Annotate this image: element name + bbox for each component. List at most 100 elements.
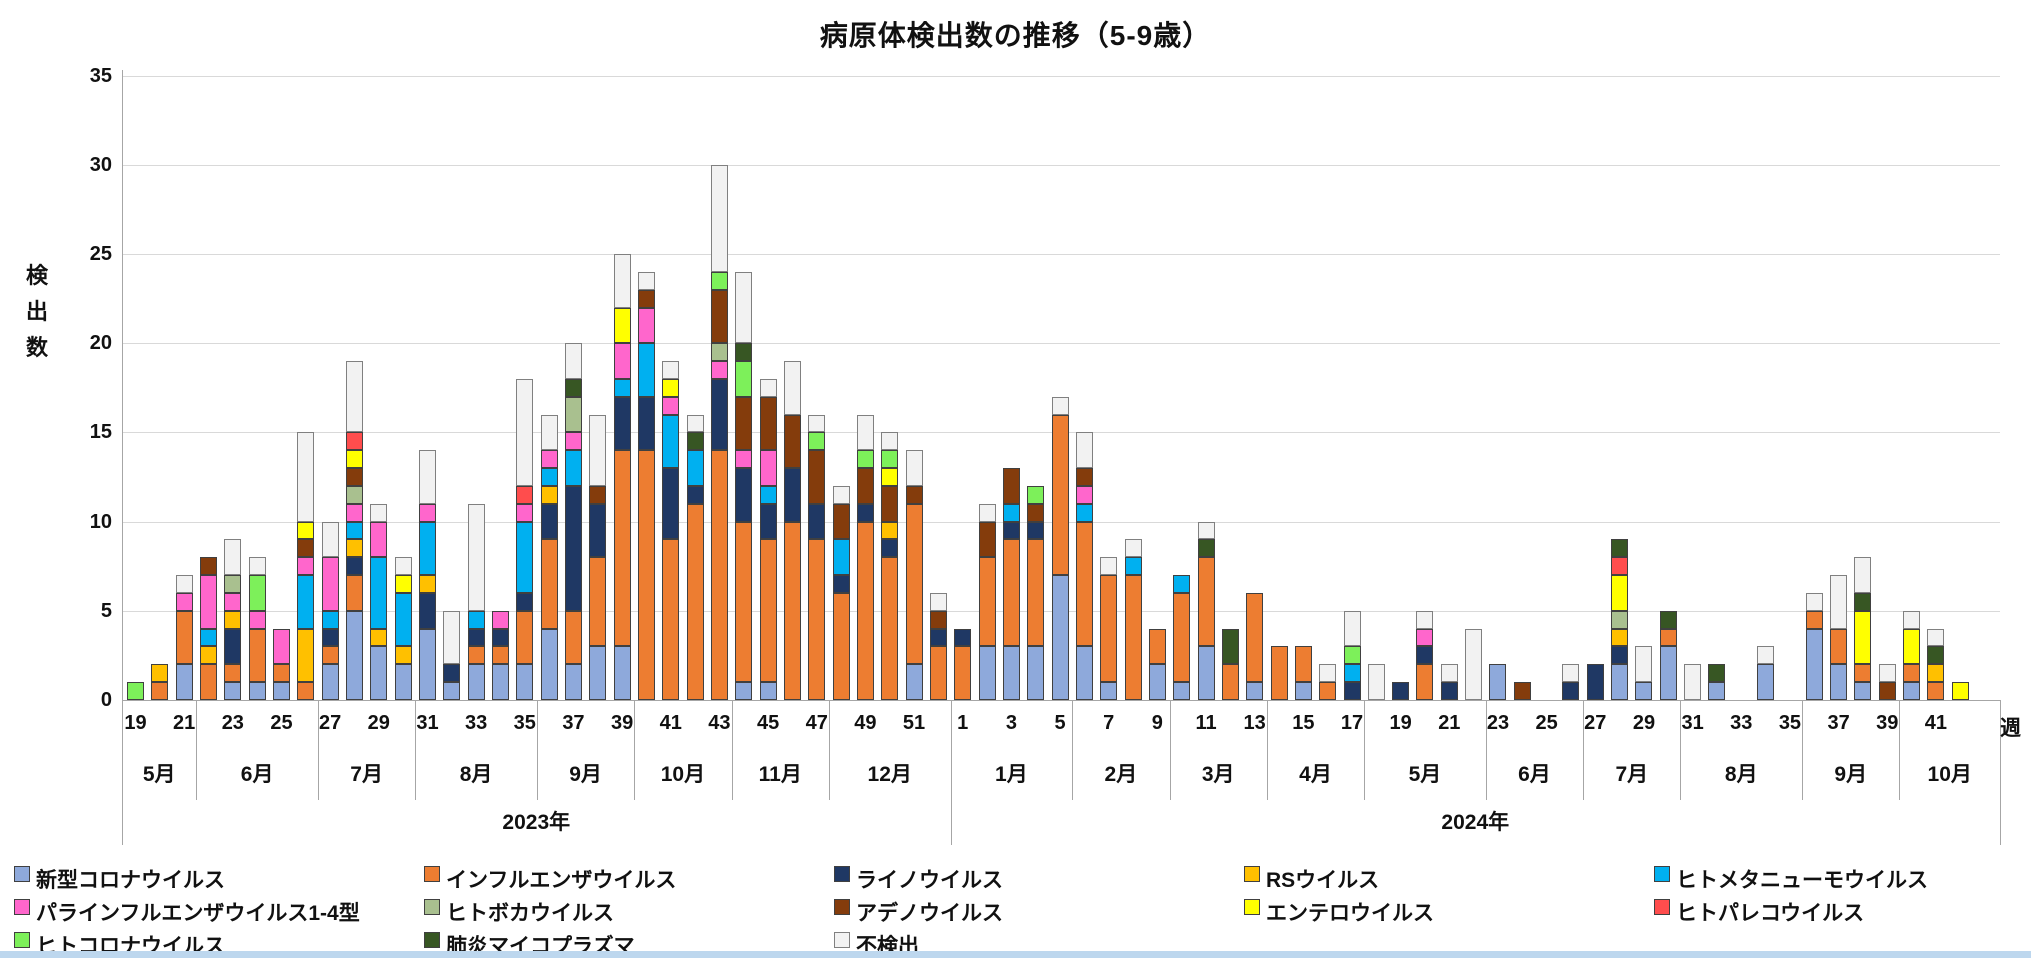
week-tick-label: 33 (464, 712, 488, 734)
week-tick-label: 41 (1924, 712, 1948, 734)
bar-segment (345, 432, 363, 451)
bar-segment (1075, 432, 1093, 469)
legend-label: インフルエンザウイルス (446, 869, 677, 892)
bar-segment (783, 468, 801, 522)
bar-segment (929, 646, 947, 700)
bar-segment (1002, 503, 1020, 522)
week-tick-label: 49 (854, 712, 877, 734)
bar-segment (1927, 664, 1945, 683)
month-label: 2月 (1104, 763, 1138, 786)
bar-segment (199, 646, 217, 665)
bar-segment (905, 503, 923, 665)
bar-segment (856, 450, 874, 469)
bar-segment (1075, 485, 1093, 504)
bar-segment (1927, 682, 1945, 700)
bar-segment (1635, 682, 1653, 700)
bar-segment (516, 521, 534, 593)
bar-segment (1392, 682, 1410, 700)
bar-segment (1221, 628, 1239, 665)
week-tick-label: 11 (1195, 712, 1217, 734)
bar-segment (637, 343, 655, 397)
month-label: 3月 (1201, 763, 1235, 786)
bar-segment (1027, 485, 1045, 504)
year-label: 2023年 (502, 811, 571, 834)
month-divider (415, 700, 417, 800)
bar-segment (1270, 646, 1288, 700)
bar-segment (1611, 610, 1629, 629)
bar-segment (1100, 557, 1118, 576)
bar-segment (1830, 664, 1848, 700)
bar-segment (735, 343, 753, 362)
legend-swatch (834, 899, 850, 915)
week-tick-label: 13 (1243, 712, 1266, 734)
month-divider (196, 700, 198, 800)
bar-segment (345, 361, 363, 433)
bar-segment (418, 628, 436, 700)
bar-segment (1757, 664, 1775, 700)
week-tick-label: 31 (1681, 712, 1704, 734)
bar-segment (905, 485, 923, 504)
bar-segment (1002, 468, 1020, 504)
month-divider (1680, 700, 1682, 800)
bar-segment (394, 592, 412, 647)
week-tick-label: 1 (957, 712, 969, 734)
bar-segment (808, 450, 826, 504)
bar-segment (613, 396, 631, 451)
bar-segment (394, 664, 412, 700)
month-divider (1899, 700, 1901, 800)
bar-segment (1562, 664, 1580, 683)
y-axis-line (122, 70, 123, 700)
bar-segment (832, 592, 850, 700)
bar-segment (686, 450, 704, 486)
month-label: 6月 (1518, 763, 1551, 786)
bar-segment (272, 628, 290, 665)
chart-title: 病原体検出数の推移（5-9歳） (819, 20, 1212, 51)
bar-segment (418, 592, 436, 629)
bar-segment (808, 539, 826, 700)
month-divider (1802, 700, 1804, 800)
bar-segment (1854, 592, 1872, 611)
bar-segment (175, 610, 193, 665)
month-label: 8月 (1724, 763, 1758, 786)
legend-label: ヒトボカウイルス (446, 902, 614, 925)
bar-segment (418, 575, 436, 593)
week-tick-label: 29 (1632, 712, 1656, 734)
legend-swatch (14, 899, 30, 915)
week-tick-label: 7 (1103, 712, 1115, 734)
bar-segment (321, 521, 339, 558)
bar-segment (808, 414, 826, 433)
bar-segment (224, 539, 242, 576)
bar-segment (272, 664, 290, 683)
bar-segment (1854, 610, 1872, 665)
week-tick-label: 27 (1584, 712, 1607, 734)
bar-segment (127, 682, 144, 700)
week-tick-label: 39 (1876, 712, 1899, 734)
legend-label: ヒトメタニューモウイルス (1676, 869, 1928, 892)
legend-swatch (424, 899, 440, 915)
bar-segment (564, 343, 582, 379)
month-label: 8月 (459, 763, 493, 786)
bar-segment (297, 682, 315, 700)
bar-segment (1684, 664, 1702, 700)
bar-segment (540, 628, 558, 700)
bar-segment (881, 432, 899, 451)
bar-segment (662, 361, 680, 379)
bar-segment (491, 610, 509, 629)
month-divider (1072, 700, 1074, 800)
bar-segment (564, 450, 582, 486)
month-divider (634, 700, 636, 800)
bar-segment (759, 539, 777, 683)
bar-segment (1343, 682, 1361, 700)
bar-segment (1343, 664, 1361, 683)
bar-segment (613, 646, 631, 700)
bar-segment (1343, 610, 1361, 647)
bar-segment (1294, 646, 1312, 683)
bar-segment (345, 485, 363, 504)
bar-segment (637, 450, 655, 700)
week-tick-label: 45 (756, 712, 780, 734)
bar-segment (151, 664, 169, 683)
week-tick-label: 3 (1005, 712, 1017, 734)
bar-segment (418, 503, 436, 522)
bar-segment (491, 664, 509, 700)
bar-segment (1002, 521, 1020, 540)
